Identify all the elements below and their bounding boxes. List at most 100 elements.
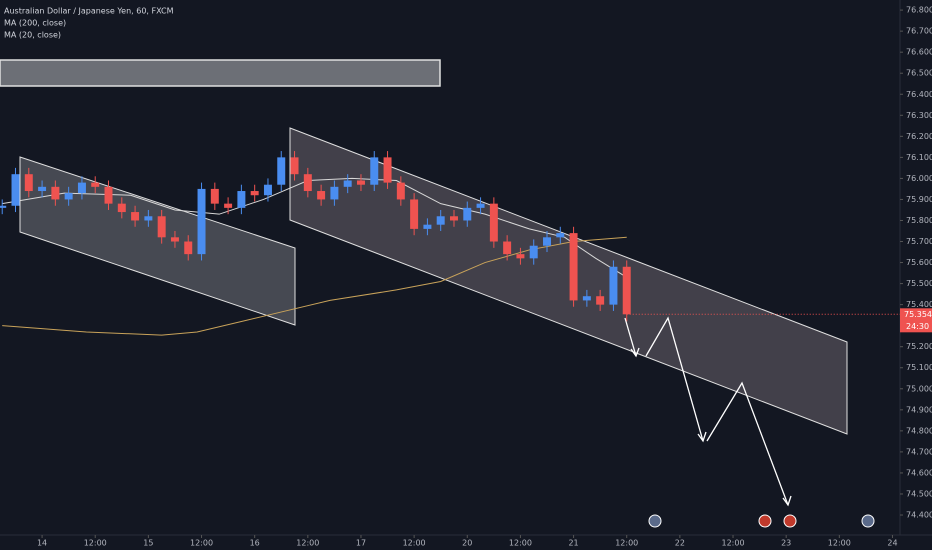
candle-body xyxy=(609,266,618,305)
candle-body xyxy=(423,224,432,229)
y-tick-label: 75.500 xyxy=(906,279,932,288)
candle-body xyxy=(450,216,458,221)
y-tick-label: 74.900 xyxy=(906,405,932,414)
event-icons xyxy=(648,514,875,528)
x-tick-label: 12:00 xyxy=(721,539,744,548)
y-tick-label: 75.100 xyxy=(906,363,932,372)
candle-body xyxy=(170,237,179,242)
candle-body xyxy=(157,216,166,238)
arrow-head xyxy=(697,431,707,443)
arrow xyxy=(706,381,789,506)
candle-body xyxy=(144,216,153,221)
candle-body xyxy=(250,191,259,196)
arrow xyxy=(645,316,704,442)
chart-title: Australian Dollar / Japanese Yen, 60, FX… xyxy=(4,7,174,16)
x-tick-label: 23 xyxy=(781,539,791,548)
zone-box xyxy=(0,59,441,87)
candle-body xyxy=(0,205,7,208)
candle-body xyxy=(356,180,365,185)
y-tick-label: 76.300 xyxy=(906,111,932,120)
x-tick-label: 12:00 xyxy=(296,539,319,548)
candle-body xyxy=(117,203,126,213)
forecast-arrows xyxy=(624,316,792,507)
y-tick-label: 76.600 xyxy=(906,48,932,57)
y-tick-label: 76.500 xyxy=(906,69,932,78)
candle-body xyxy=(516,254,525,259)
x-tick-label: 12:00 xyxy=(615,539,638,548)
y-tick-label: 76.000 xyxy=(906,174,932,183)
price-tag xyxy=(900,308,932,333)
candle-body xyxy=(569,233,578,301)
y-tick-label: 75.900 xyxy=(906,195,932,204)
candle-body xyxy=(224,203,233,208)
candle-body xyxy=(237,191,246,208)
y-tick-label: 76.200 xyxy=(906,132,932,141)
candle-body xyxy=(91,182,100,187)
channel xyxy=(289,127,848,435)
candle-body xyxy=(317,191,326,200)
legend-entry: MA (20, close) xyxy=(4,31,61,40)
x-tick-label: 14 xyxy=(37,539,47,548)
candle-body xyxy=(383,157,392,183)
candle-body xyxy=(131,212,140,221)
candle-body xyxy=(489,203,498,242)
y-tick-label: 74.700 xyxy=(906,447,932,456)
x-tick-label: 12:00 xyxy=(403,539,426,548)
candle-body xyxy=(104,186,113,204)
y-tick-label: 74.500 xyxy=(906,489,932,498)
candle-body xyxy=(622,266,631,315)
y-tick-label: 75.800 xyxy=(906,216,932,225)
candle-body xyxy=(197,188,206,255)
event-icon[interactable] xyxy=(861,514,875,528)
candle-body xyxy=(410,199,419,229)
candle-body xyxy=(436,216,445,225)
candle-body xyxy=(24,174,33,192)
countdown-label: 24:30 xyxy=(906,322,929,331)
candle-body xyxy=(11,174,20,206)
y-tick-label: 76.400 xyxy=(906,90,932,99)
arrow-head xyxy=(630,347,640,358)
x-tick-label: 17 xyxy=(356,539,366,548)
y-tick-label: 75.200 xyxy=(906,342,932,351)
y-tick-label: 75.400 xyxy=(906,300,932,309)
arrow xyxy=(624,317,637,357)
marks xyxy=(0,151,631,336)
event-icon[interactable] xyxy=(648,514,662,528)
candle-body xyxy=(277,157,286,185)
candle-body xyxy=(476,203,485,208)
legend-entry: MA (200, close) xyxy=(4,19,66,28)
x-tick-label: 12:00 xyxy=(84,539,107,548)
candle-body xyxy=(184,241,193,255)
candle-body xyxy=(290,157,299,175)
x-tick-label: 20 xyxy=(462,539,472,548)
ma-line xyxy=(2,177,627,278)
candle-body xyxy=(64,193,73,200)
event-icon[interactable] xyxy=(783,514,797,528)
candle-body xyxy=(396,182,405,200)
candle-body xyxy=(263,184,272,196)
candle-body xyxy=(370,157,379,185)
y-tick-label: 75.600 xyxy=(906,258,932,267)
plot-area xyxy=(0,59,848,435)
price-axis xyxy=(900,0,932,550)
ma-line xyxy=(2,236,627,336)
x-tick-label: 12:00 xyxy=(509,539,532,548)
candle-body xyxy=(77,182,86,194)
candle-body xyxy=(556,233,565,238)
candle-body xyxy=(343,180,352,187)
candle-body xyxy=(330,186,339,200)
candle-body xyxy=(210,188,219,204)
candle-body xyxy=(303,174,312,192)
candle-body xyxy=(582,296,591,301)
y-tick-label: 74.400 xyxy=(906,511,932,520)
x-tick-label: 16 xyxy=(250,539,260,548)
y-tick-label: 75.700 xyxy=(906,237,932,246)
x-tick-label: 15 xyxy=(143,539,153,548)
x-tick-label: 24 xyxy=(887,539,897,548)
y-tick-label: 75.000 xyxy=(906,384,932,393)
x-tick-label: 12:00 xyxy=(190,539,213,548)
candle-body xyxy=(543,237,551,246)
x-tick-label: 12:00 xyxy=(828,539,851,548)
event-icon[interactable] xyxy=(758,514,772,528)
